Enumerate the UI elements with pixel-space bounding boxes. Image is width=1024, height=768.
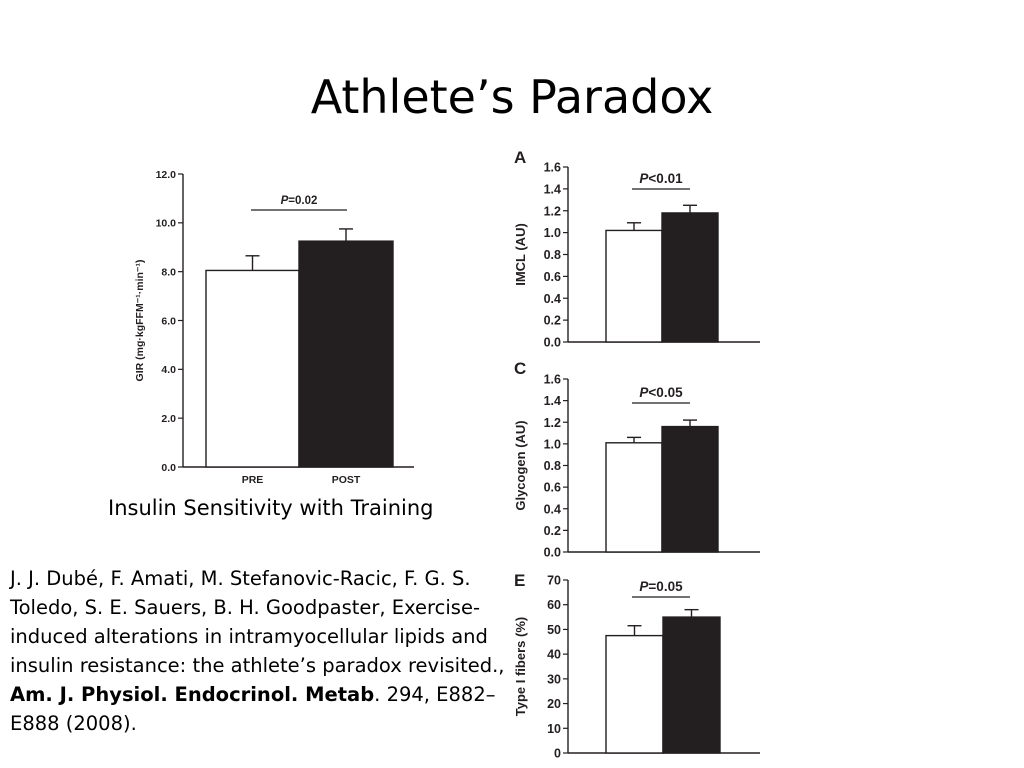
- glycogen-y-axis-label: Glycogen (AU): [513, 420, 528, 510]
- typei-panel-letter: E: [514, 571, 525, 590]
- imcl-plot: 0.0 0.2 0.4 0.6 0.8 1.0 1.2 1.4 1.6 IMCL (AU) P<0.…: [513, 148, 760, 350]
- glycogen-y-tick-label: 0.0: [544, 546, 561, 560]
- gir-y-tick-label: 2.0: [161, 413, 176, 425]
- imcl-y-tick-label: 1.0: [544, 226, 561, 240]
- glycogen-p-value: P<0.05: [639, 385, 683, 400]
- citation-article: Exercise-induced alterations in intramyo…: [10, 596, 505, 677]
- gir-x-tick-label: POST: [332, 474, 361, 486]
- typei-y-tick-label: 50: [547, 623, 561, 637]
- gir-x-tick-label: PRE: [242, 474, 264, 486]
- slide-title: Athlete’s Paradox: [310, 70, 714, 124]
- typei-plot: 0 10 20 30 40 50 60 70 Type I fibers (%) P=0.05 E: [513, 571, 760, 761]
- gir-y-tick-label: 0.0: [161, 462, 176, 474]
- gir-y-tick-label: 6.0: [161, 315, 176, 327]
- imcl-y-tick-label: 0.0: [544, 336, 561, 350]
- imcl-bar-pre: [605, 229, 663, 343]
- typei-y-tick-label: 30: [547, 672, 561, 686]
- gir-plot: 0.0 2.0 4.0 6.0 8.0 10.0 12.0 GIR (mg·kgFFM⁻¹·m…: [134, 169, 414, 486]
- typei-bar-post: [662, 616, 721, 754]
- gir-y-tick-label: 4.0: [161, 364, 176, 376]
- glycogen-y-tick-label: 1.0: [544, 437, 561, 451]
- citation: J. J. Dubé, F. Amati, M. Stefanovic-Raci…: [10, 564, 510, 738]
- imcl-bar-post: [661, 212, 719, 343]
- chart-caption: Insulin Sensitivity with Training: [108, 496, 434, 520]
- typei-y-tick-label: 40: [547, 648, 561, 662]
- glycogen-y-tick-label: 1.4: [544, 394, 561, 408]
- glycogen-plot: 0.0 0.2 0.4 0.6 0.8 1.0 1.2 1.4 1.6 Glycogen (AU)…: [513, 359, 760, 560]
- glycogen-bar-post: [661, 425, 719, 553]
- imcl-panel-letter: A: [514, 148, 526, 167]
- imcl-y-tick-label: 0.2: [544, 314, 561, 328]
- glycogen-bar-pre: [605, 442, 663, 553]
- typei-y-axis-label: Type I fibers (%): [513, 617, 528, 716]
- gir-y-tick-label: 8.0: [161, 266, 176, 278]
- typei-y-tick-label: 20: [547, 697, 561, 711]
- imcl-y-axis-label: IMCL (AU): [513, 223, 528, 286]
- typei-y-tick-label: 70: [547, 574, 561, 588]
- glycogen-y-tick-label: 0.2: [544, 524, 561, 538]
- imcl-y-tick-label: 1.4: [544, 182, 561, 196]
- gir-bar-post: [298, 240, 394, 468]
- gir-bar-pre: [205, 269, 300, 468]
- glycogen-y-tick-label: 0.6: [544, 481, 561, 495]
- glycogen-y-tick-label: 1.2: [544, 416, 561, 430]
- gir-y-axis-label: GIR (mg·kgFFM⁻¹·min⁻¹): [134, 260, 146, 382]
- imcl-y-tick-label: 0.4: [544, 292, 561, 306]
- typei-bar-pre: [605, 634, 664, 754]
- imcl-y-tick-label: 1.6: [544, 161, 561, 175]
- gir-y-tick-label: 10.0: [156, 218, 177, 230]
- imcl-p-value: P<0.01: [639, 171, 683, 186]
- glycogen-y-tick-label: 0.4: [544, 502, 561, 516]
- glycogen-panel-letter: C: [514, 359, 526, 378]
- citation-journal: Am. J. Physiol. Endocrinol. Metab: [10, 683, 375, 706]
- imcl-y-tick-label: 1.2: [544, 204, 561, 218]
- gir-p-value: P=0.02: [281, 195, 318, 207]
- imcl-y-tick-label: 0.8: [544, 248, 561, 262]
- citation-details: . 294, E882–E888 (2008).: [10, 683, 496, 735]
- imcl-y-tick-label: 0.6: [544, 270, 561, 284]
- glycogen-y-tick-label: 0.8: [544, 459, 561, 473]
- typei-y-tick-label: 10: [547, 722, 561, 736]
- glycogen-y-tick-label: 1.6: [544, 373, 561, 387]
- typei-p-value: P=0.05: [639, 579, 683, 594]
- typei-y-tick-label: 0: [554, 747, 561, 761]
- citation-authors: J. J. Dubé, F. Amati, M. Stefanovic-Raci…: [10, 567, 471, 619]
- typei-y-tick-label: 60: [547, 598, 561, 612]
- gir-y-tick-label: 12.0: [156, 169, 177, 181]
